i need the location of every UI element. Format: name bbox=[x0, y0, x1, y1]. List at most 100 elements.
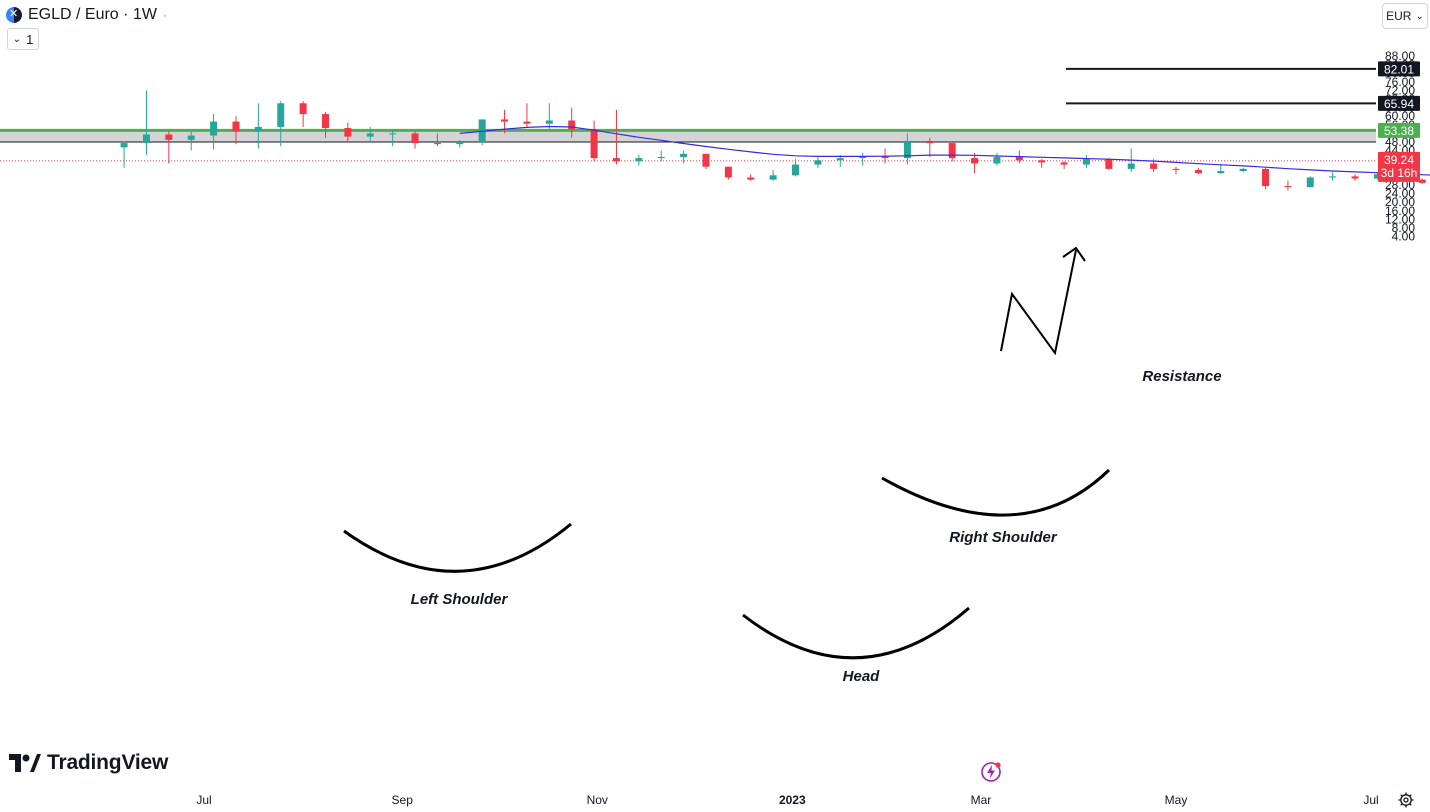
candle-body bbox=[210, 121, 218, 136]
candle-body bbox=[1262, 168, 1270, 187]
candle bbox=[612, 109, 620, 165]
candle-body bbox=[1217, 171, 1225, 174]
chevron-down-icon: ⌄ bbox=[12, 33, 22, 45]
candle bbox=[120, 141, 128, 168]
candle bbox=[366, 126, 374, 142]
x-tick-label: May bbox=[1165, 793, 1188, 807]
axis-layer: 88.0084.0080.0076.0072.0068.0064.0060.00… bbox=[0, 49, 1416, 807]
candle bbox=[1194, 167, 1202, 175]
candle bbox=[1239, 167, 1247, 173]
interval-count: 1 bbox=[26, 31, 34, 47]
lightning-bolt-icon[interactable] bbox=[980, 761, 1002, 783]
candle-body bbox=[881, 155, 889, 159]
candle-body bbox=[1284, 186, 1292, 188]
candle-body bbox=[680, 153, 688, 158]
x-tick-label: 2023 bbox=[779, 793, 806, 807]
y-tick-label: 4.00 bbox=[1392, 230, 1416, 244]
candle-body bbox=[1015, 157, 1023, 161]
y-tick-label: 24.00 bbox=[1385, 187, 1415, 201]
candles-layer bbox=[120, 90, 1426, 191]
candle bbox=[1418, 178, 1426, 184]
candle bbox=[1373, 172, 1381, 180]
chevron-down-icon: ⌄ bbox=[1415, 10, 1424, 22]
y-tick-label: 12.00 bbox=[1385, 212, 1415, 226]
candle bbox=[254, 103, 262, 149]
candle bbox=[814, 157, 822, 168]
level-badge-bg bbox=[1378, 61, 1420, 77]
candle-body bbox=[120, 143, 128, 148]
candle-body bbox=[254, 126, 262, 132]
x-tick-label: Sep bbox=[392, 793, 414, 807]
annotation-label: Left Shoulder bbox=[411, 591, 509, 608]
candle-body bbox=[1351, 176, 1359, 179]
status-dot-icon: · bbox=[162, 8, 167, 22]
drawings-layer bbox=[343, 67, 1376, 660]
candle bbox=[142, 90, 150, 155]
tradingview-logo-text: TradingView bbox=[47, 751, 169, 774]
candle-body bbox=[366, 133, 374, 137]
head-arc bbox=[742, 606, 970, 660]
candle bbox=[747, 174, 755, 181]
resistance-zone bbox=[0, 130, 1376, 142]
resistance-label: Resistance bbox=[1142, 368, 1221, 385]
candle-body bbox=[1418, 179, 1426, 183]
moving-average-layer bbox=[459, 125, 1430, 176]
left-shoulder-arc bbox=[343, 522, 572, 573]
candle bbox=[1306, 176, 1314, 188]
right-shoulder-arc bbox=[881, 468, 1111, 517]
candle bbox=[1351, 174, 1359, 181]
candle bbox=[1172, 166, 1180, 175]
candle bbox=[232, 116, 240, 145]
candle-body bbox=[322, 114, 329, 129]
candle-body bbox=[165, 134, 173, 140]
level-badge: 82.01 bbox=[1378, 61, 1420, 76]
candle-body bbox=[187, 135, 195, 140]
candle-body bbox=[523, 121, 531, 124]
currency-label: EUR bbox=[1386, 9, 1412, 23]
candle bbox=[769, 169, 777, 181]
y-tick-label: 72.00 bbox=[1385, 83, 1415, 97]
candle bbox=[1262, 167, 1270, 190]
labels-layer: Left Shoulder Head Right Shoulder Resistanc… bbox=[411, 368, 1222, 685]
last-price-badge-text: 3d 16h bbox=[1381, 166, 1418, 180]
candle-body bbox=[501, 119, 509, 122]
candle-body bbox=[545, 120, 553, 124]
candle bbox=[299, 101, 307, 127]
candle-body bbox=[1105, 159, 1113, 169]
candle-body bbox=[456, 142, 464, 145]
candle-body bbox=[769, 175, 777, 180]
chart-title-bar[interactable]: EGLD / Euro · 1W · bbox=[6, 4, 167, 26]
candle bbox=[635, 154, 643, 166]
x-tick-label: Jul bbox=[196, 793, 211, 807]
y-tick-label: 76.00 bbox=[1385, 75, 1415, 89]
gear-icon[interactable] bbox=[1397, 791, 1415, 809]
candle-body bbox=[903, 140, 911, 159]
candle-body bbox=[724, 166, 732, 178]
interval-toggle-button[interactable]: ⌄ 1 bbox=[7, 28, 39, 50]
candle bbox=[1105, 158, 1113, 170]
candle bbox=[590, 120, 598, 162]
candle-body bbox=[1194, 169, 1202, 174]
candle bbox=[568, 107, 576, 138]
candle-body bbox=[344, 128, 352, 137]
candle-body bbox=[814, 160, 822, 165]
candle bbox=[926, 137, 934, 158]
candle bbox=[971, 152, 979, 174]
candle bbox=[545, 103, 553, 130]
level-badge-text: 82.01 bbox=[1384, 62, 1414, 76]
candle bbox=[993, 152, 1001, 166]
resistance-zone-layer bbox=[0, 128, 1376, 143]
candle bbox=[702, 153, 710, 169]
candle-body bbox=[1082, 159, 1090, 165]
y-tick-label: 20.00 bbox=[1385, 195, 1415, 209]
candle-body bbox=[389, 133, 397, 135]
candle bbox=[1038, 159, 1046, 168]
symbol-title[interactable]: EGLD / Euro · 1W bbox=[28, 6, 157, 23]
tradingview-logo[interactable]: TradingView bbox=[9, 751, 168, 775]
currency-select[interactable]: EUR ⌄ bbox=[1382, 3, 1428, 29]
candle-body bbox=[971, 158, 979, 164]
candle bbox=[344, 122, 352, 142]
candle-body bbox=[948, 143, 956, 159]
